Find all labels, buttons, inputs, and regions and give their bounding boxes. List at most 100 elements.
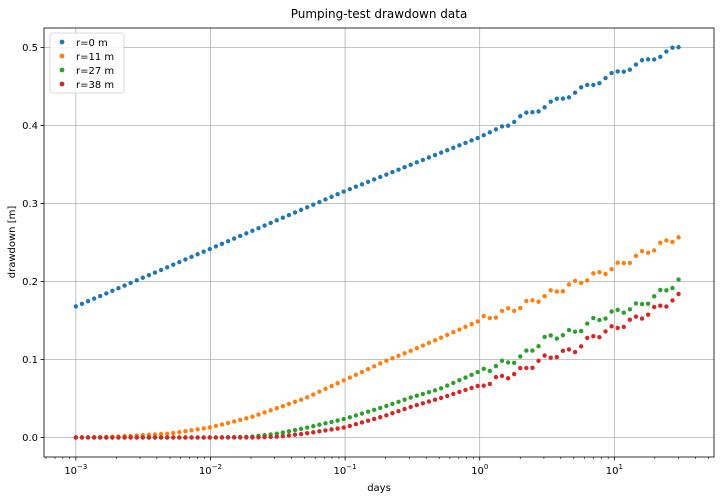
data-point <box>609 324 614 329</box>
data-point <box>98 293 103 299</box>
data-point <box>317 422 322 427</box>
data-point <box>152 270 158 275</box>
data-point <box>329 419 334 425</box>
data-point <box>341 425 346 430</box>
data-point <box>658 54 663 60</box>
data-point <box>262 223 267 228</box>
data-point <box>177 435 182 440</box>
data-point <box>238 233 243 239</box>
data-point <box>341 378 346 383</box>
data-point <box>280 433 286 439</box>
data-point <box>292 427 298 433</box>
x-tick-label: 100 <box>471 463 488 477</box>
data-point <box>426 155 432 160</box>
plot-frame <box>43 27 715 458</box>
data-point <box>396 399 401 404</box>
data-point <box>548 288 553 293</box>
data-point <box>189 254 194 260</box>
data-point <box>652 248 657 253</box>
data-point <box>603 316 608 321</box>
data-point <box>542 353 547 358</box>
data-point <box>639 248 645 254</box>
data-point <box>481 133 486 138</box>
data-point <box>329 383 334 389</box>
data-point <box>511 371 517 377</box>
data-point <box>213 244 219 249</box>
data-point <box>225 420 231 426</box>
data-point <box>511 308 517 314</box>
data-point <box>378 414 383 420</box>
data-point <box>292 210 298 215</box>
data-point <box>676 45 681 50</box>
data-point <box>554 96 559 101</box>
data-point <box>432 338 438 343</box>
data-point <box>262 410 267 415</box>
data-point <box>371 177 377 182</box>
data-point <box>585 335 590 341</box>
data-point <box>353 372 359 377</box>
data-point <box>268 408 273 413</box>
data-point <box>609 266 614 272</box>
x-tick-label: 10−3 <box>64 463 87 477</box>
data-point <box>560 332 566 338</box>
minor-ticks <box>45 457 709 459</box>
data-point <box>250 435 255 440</box>
data-point <box>438 335 444 340</box>
data-point <box>250 228 255 233</box>
data-point <box>475 383 480 389</box>
data-point <box>177 429 182 435</box>
data-point <box>414 402 419 408</box>
data-point <box>341 189 346 194</box>
data-point <box>195 435 200 440</box>
data-point <box>408 404 413 410</box>
data-point <box>432 397 438 402</box>
data-point <box>274 431 279 436</box>
data-point <box>542 105 547 110</box>
data-point <box>359 369 365 375</box>
x-tick-label: 10−2 <box>199 463 222 477</box>
data-point <box>633 301 639 306</box>
data-point <box>98 435 103 440</box>
data-point <box>499 308 505 314</box>
data-point <box>384 358 389 363</box>
data-point <box>536 109 541 114</box>
data-point <box>639 316 645 321</box>
data-point <box>189 435 194 440</box>
data-point <box>621 324 626 330</box>
data-point <box>633 314 639 319</box>
data-point <box>329 427 334 432</box>
data-point <box>469 138 474 143</box>
data-point <box>530 348 535 353</box>
data-point <box>378 174 383 180</box>
data-point <box>414 393 419 398</box>
data-point <box>390 169 395 175</box>
data-point <box>658 240 663 246</box>
data-point <box>304 395 310 400</box>
data-point <box>438 395 444 401</box>
data-point <box>177 259 182 265</box>
data-point <box>445 332 450 338</box>
data-point <box>475 135 480 141</box>
data-point <box>493 315 499 320</box>
data-point <box>231 435 237 440</box>
data-point <box>572 329 578 334</box>
data-point <box>670 239 675 245</box>
data-point <box>469 372 474 378</box>
legend-box <box>49 32 125 94</box>
data-point <box>432 388 438 393</box>
data-point <box>347 415 353 420</box>
data-point <box>524 348 529 353</box>
data-point <box>359 411 365 416</box>
legend-label: r=0 m <box>76 38 108 49</box>
data-point <box>505 360 511 365</box>
data-point <box>676 277 681 282</box>
data-point <box>554 354 559 360</box>
data-point <box>670 45 675 50</box>
data-point <box>493 363 499 369</box>
data-point <box>164 431 170 436</box>
data-point <box>475 369 480 375</box>
data-point <box>335 426 340 431</box>
data-point <box>128 280 133 286</box>
data-point <box>219 241 225 247</box>
data-point <box>609 309 614 314</box>
